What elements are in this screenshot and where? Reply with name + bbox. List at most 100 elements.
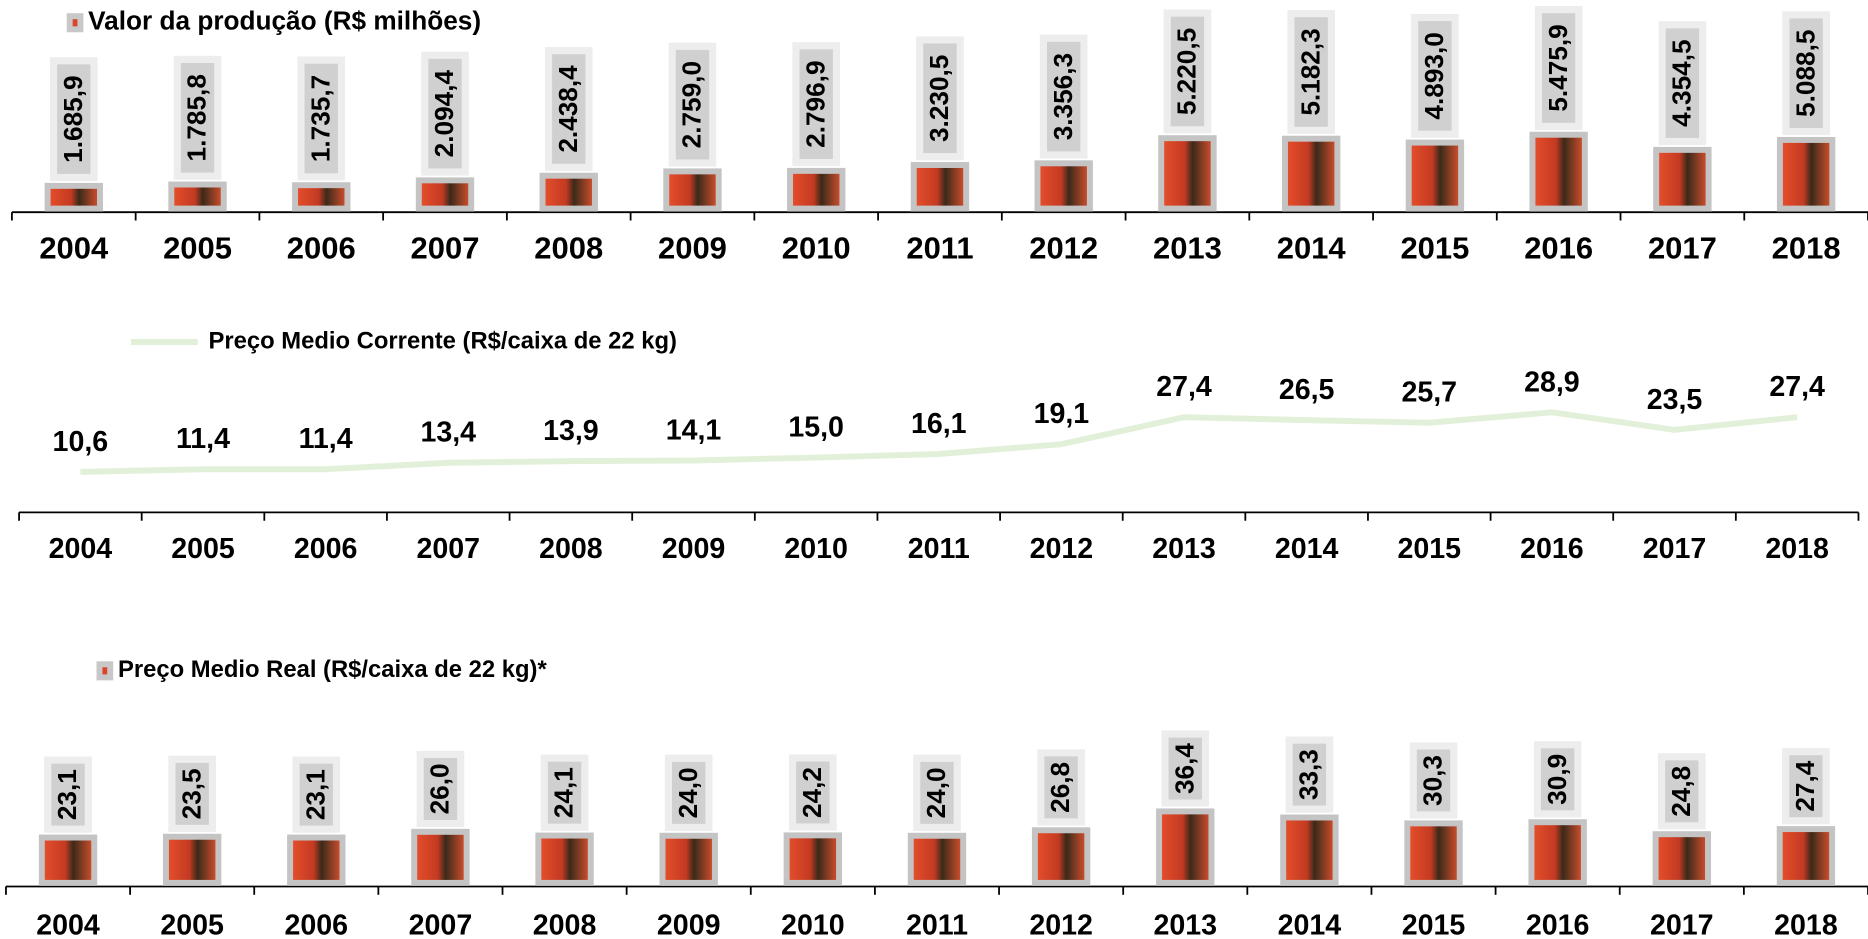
legend-label: Preço Medio Corrente (R$/caixa de 22 kg) (208, 327, 676, 354)
bar (1780, 140, 1832, 209)
bar (1161, 138, 1213, 208)
x-tick-label: 2006 (285, 910, 349, 939)
x-tick-label: 2006 (294, 533, 358, 565)
value-label: 23,1 (52, 769, 82, 820)
value-label-group: 3.356,3 (1040, 35, 1088, 159)
value-label-group: 24,0 (665, 755, 713, 831)
value-label-group: 5.088,5 (1782, 11, 1830, 135)
page: Valor da produção (R$ milhões)20041.685,… (0, 0, 1868, 939)
value-label: 24,2 (797, 767, 827, 818)
value-label-group: 24,8 (1658, 753, 1706, 829)
bar (1035, 830, 1087, 883)
value-label-group: 1.785,8 (174, 56, 222, 180)
value-label: 24,1 (549, 767, 579, 818)
value-label: 23,5 (176, 768, 206, 819)
value-label-group: 4.354,5 (1659, 21, 1707, 145)
bar (911, 836, 963, 883)
x-tick-label: 2015 (1400, 230, 1469, 265)
value-label: 5.088,5 (1790, 30, 1820, 117)
value-label: 24,0 (673, 767, 703, 818)
bar (1285, 139, 1337, 209)
bar (1532, 135, 1584, 209)
value-label-group: 27,4 (1782, 748, 1830, 824)
legend-label: Valor da produção (R$ milhões) (88, 6, 481, 36)
x-tick-label: 2008 (533, 910, 597, 939)
x-tick-label: 2017 (1648, 230, 1717, 265)
bar (48, 186, 100, 209)
x-tick-label: 2016 (1520, 533, 1584, 565)
x-tick-label: 2014 (1278, 910, 1342, 939)
value-label-group: 3.230,5 (916, 36, 964, 160)
legend-swatch-dot (102, 667, 107, 674)
value-label: 2.438,4 (553, 65, 583, 153)
x-tick-label: 2017 (1650, 910, 1714, 939)
value-label: 5.475,9 (1543, 24, 1573, 111)
bar (1656, 150, 1708, 209)
bar (171, 185, 223, 209)
value-label-group: 1.685,9 (50, 57, 98, 181)
x-tick-label: 2012 (1029, 910, 1093, 939)
x-tick-label: 2009 (662, 533, 726, 565)
x-tick-label: 2013 (1152, 533, 1216, 565)
value-label: 5.182,3 (1295, 28, 1325, 115)
x-tick-label: 2007 (416, 533, 480, 565)
bar (1037, 163, 1089, 208)
x-tick-label: 2018 (1774, 910, 1838, 939)
value-label: 25,7 (1401, 377, 1457, 409)
value-label: 30,9 (1542, 754, 1572, 805)
x-tick-label: 2010 (782, 230, 851, 265)
value-label-group: 2.796,9 (792, 42, 840, 166)
legend-label: Preço Medio Real (R$/caixa de 22 kg)* (118, 656, 548, 683)
value-label-group: 26,0 (417, 751, 465, 827)
x-tick-label: 2015 (1397, 533, 1461, 565)
bar (1780, 829, 1832, 883)
value-label: 1.685,9 (58, 75, 88, 162)
x-tick-label: 2015 (1402, 910, 1466, 939)
value-label-group: 1.735,7 (297, 57, 345, 181)
value-label-group: 33,3 (1286, 736, 1334, 812)
x-tick-label: 2006 (287, 230, 356, 265)
value-label-group: 24,0 (913, 755, 961, 831)
value-label-group: 24,2 (789, 754, 837, 830)
bar (1409, 143, 1461, 209)
value-label: 16,1 (911, 408, 967, 440)
value-label: 28,9 (1524, 366, 1580, 398)
value-label: 11,4 (299, 423, 353, 455)
value-label-group: 23,1 (44, 757, 92, 833)
x-tick-label: 2012 (1029, 230, 1098, 265)
value-label: 3.230,5 (924, 55, 954, 142)
value-label: 30,3 (1418, 755, 1448, 806)
bar (290, 838, 342, 883)
value-label-group: 26,8 (1037, 749, 1085, 825)
bar (787, 835, 839, 883)
x-tick-label: 2005 (160, 910, 224, 939)
value-label-group: 5.220,5 (1164, 10, 1212, 134)
value-label: 27,4 (1769, 371, 1825, 403)
value-label-group: 2.438,4 (545, 47, 593, 171)
chart: Valor da produção (R$ milhões)20041.685,… (0, 0, 1868, 939)
x-tick-label: 2018 (1765, 533, 1829, 565)
value-label: 23,1 (300, 769, 330, 820)
bar (1531, 822, 1583, 883)
value-label: 36,4 (1169, 743, 1199, 794)
value-label: 11,4 (176, 423, 230, 455)
value-label: 10,6 (53, 426, 109, 458)
x-tick-label: 2016 (1524, 230, 1593, 265)
value-label-group: 2.094,4 (421, 52, 469, 176)
x-tick-label: 2007 (409, 910, 473, 939)
value-label-group: 23,1 (292, 757, 340, 833)
value-label: 24,8 (1666, 766, 1696, 817)
bar (1656, 834, 1708, 883)
bar (1159, 811, 1211, 882)
bar (790, 171, 842, 209)
value-label-group: 4.893,0 (1411, 14, 1459, 138)
x-tick-label: 2011 (906, 910, 968, 939)
legend-swatch-dot (73, 19, 78, 26)
value-label-group: 5.475,9 (1535, 6, 1583, 130)
bar (543, 176, 595, 209)
x-tick-label: 2009 (657, 910, 721, 939)
x-tick-label: 2014 (1275, 533, 1339, 565)
value-label: 4.354,5 (1667, 39, 1697, 126)
value-label: 14,1 (666, 414, 722, 446)
value-label-group: 36,4 (1161, 730, 1209, 806)
